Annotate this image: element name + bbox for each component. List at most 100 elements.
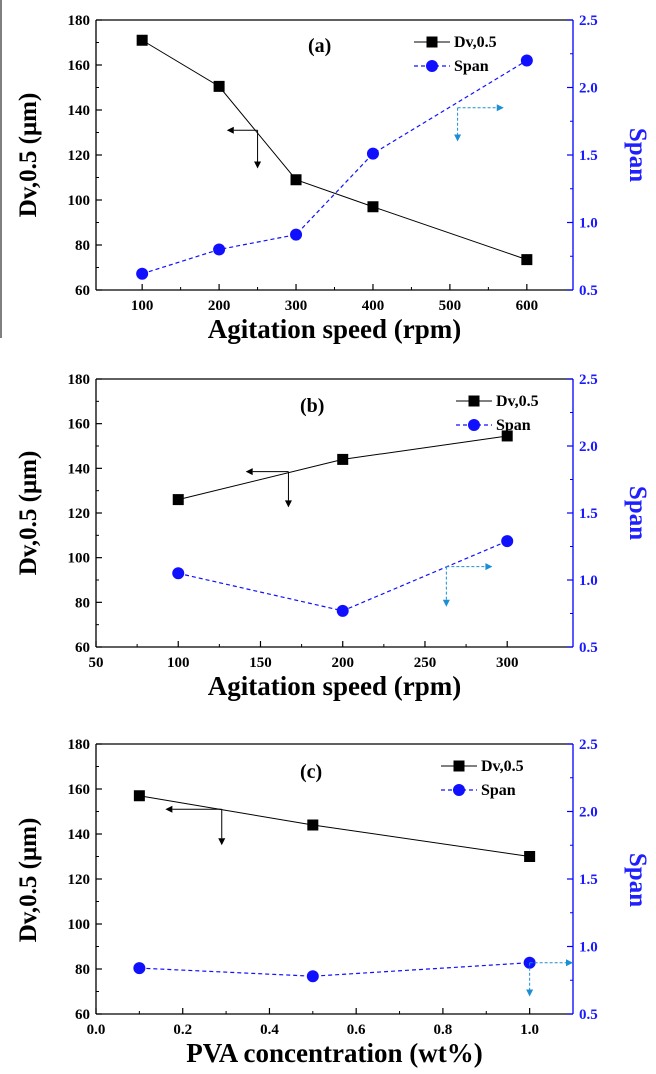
dv-point bbox=[133, 790, 145, 802]
x-tick-label: 200 bbox=[208, 298, 231, 314]
y2-tick-label: 0.5 bbox=[579, 640, 598, 656]
dv-series-line bbox=[139, 795, 530, 857]
span-series-line bbox=[178, 540, 508, 612]
y2-tick-label: 2.0 bbox=[579, 439, 598, 455]
legend-span-label: Span bbox=[496, 417, 531, 434]
y-tick-label: 80 bbox=[75, 238, 90, 254]
x-tick-label: 0.2 bbox=[173, 1022, 192, 1038]
y-tick-label: 140 bbox=[68, 461, 91, 477]
x-tick-label: 300 bbox=[285, 298, 308, 314]
span-point bbox=[501, 535, 514, 548]
legend-span-label: Span bbox=[454, 58, 489, 75]
y2-axis-title: Span bbox=[624, 128, 651, 182]
x-tick-label: 300 bbox=[496, 655, 519, 671]
y2-tick-label: 1.5 bbox=[579, 506, 598, 522]
y2-tick-label: 1.0 bbox=[579, 216, 598, 232]
x-tick-label: 600 bbox=[516, 298, 539, 314]
legend-dv-label: Dv,0.5 bbox=[454, 34, 497, 51]
span-point bbox=[213, 243, 226, 256]
y2-tick-label: 2.5 bbox=[579, 13, 598, 29]
dv-point bbox=[367, 201, 379, 213]
y-axis-title: Dv,0.5 (μm) bbox=[15, 818, 42, 943]
y-tick-label: 140 bbox=[68, 827, 91, 843]
x-axis-title: Agitation speed (rpm) bbox=[208, 314, 461, 344]
down-arrow-head-blue bbox=[454, 134, 462, 142]
y-tick-label: 160 bbox=[68, 58, 91, 74]
span-point bbox=[172, 567, 185, 580]
dv-series-line bbox=[178, 435, 508, 501]
y-axis-title: Dv,0.5 (μm) bbox=[15, 451, 42, 576]
span-point bbox=[520, 54, 533, 67]
x-axis-title: PVA concentration (wt%) bbox=[186, 1038, 482, 1068]
y2-tick-label: 2.0 bbox=[579, 805, 598, 821]
y-tick-label: 180 bbox=[68, 737, 91, 753]
x-tick-label: 0.6 bbox=[347, 1022, 366, 1038]
left-arrow-head bbox=[245, 468, 253, 476]
y2-tick-label: 1.0 bbox=[579, 573, 598, 589]
y-axis-title: Dv,0.5 (μm) bbox=[15, 93, 42, 218]
y-tick-label: 100 bbox=[68, 193, 91, 209]
y2-tick-label: 0.5 bbox=[579, 283, 598, 299]
right-arrow-head bbox=[485, 563, 493, 571]
span-point bbox=[133, 962, 146, 975]
y-tick-label: 60 bbox=[75, 640, 90, 656]
panel-label: (a) bbox=[308, 35, 331, 57]
y-tick-label: 160 bbox=[68, 782, 91, 798]
dv-point bbox=[524, 851, 536, 862]
y2-tick-label: 0.5 bbox=[579, 1007, 598, 1023]
legend-dv-marker bbox=[453, 760, 465, 772]
y-tick-label: 140 bbox=[68, 103, 91, 119]
legend-span-marker bbox=[426, 60, 438, 72]
x-axis-title: Agitation speed (rpm) bbox=[208, 671, 461, 701]
y2-axis-title: Span bbox=[624, 486, 651, 540]
dv-point bbox=[307, 819, 319, 831]
y-tick-label: 80 bbox=[75, 595, 90, 611]
y-tick-label: 100 bbox=[68, 917, 91, 933]
dv-point bbox=[213, 80, 225, 92]
x-tick-label: 250 bbox=[414, 655, 437, 671]
y2-tick-label: 1.5 bbox=[579, 872, 598, 888]
x-tick-label: 0.4 bbox=[260, 1022, 279, 1038]
down-arrow-head bbox=[254, 161, 262, 169]
span-point bbox=[306, 970, 319, 983]
span-series-line bbox=[139, 962, 530, 977]
legend-span-marker bbox=[468, 419, 480, 431]
dv-point bbox=[172, 494, 184, 506]
dv-point bbox=[501, 430, 513, 442]
span-point bbox=[136, 267, 149, 280]
left-arrow-head bbox=[165, 805, 173, 813]
y2-tick-label: 1.5 bbox=[579, 148, 598, 164]
y2-tick-label: 1.0 bbox=[579, 940, 598, 956]
dv-point bbox=[290, 174, 302, 186]
panel-label: (c) bbox=[300, 761, 322, 783]
panel-c: 0.0 0.2 0.4 0.6 0.8 1.0 60 80 100 120 140 160 180 0.5… bbox=[15, 737, 651, 1068]
y-tick-label: 100 bbox=[68, 551, 91, 567]
dv-point bbox=[136, 34, 148, 46]
x-tick-label: 0.0 bbox=[87, 1022, 106, 1038]
y2-tick-label: 2.0 bbox=[579, 81, 598, 97]
x-tick-label: 100 bbox=[167, 655, 190, 671]
span-series-line bbox=[141, 59, 528, 275]
legend-dv-marker bbox=[468, 395, 480, 407]
span-point bbox=[366, 147, 379, 160]
panel-label: (b) bbox=[300, 395, 324, 417]
y-tick-label: 80 bbox=[75, 962, 90, 978]
x-tick-label: 150 bbox=[249, 655, 272, 671]
right-arrow-head bbox=[566, 959, 573, 967]
down-arrow-head-blue bbox=[442, 599, 450, 607]
panel-b: 50 100 150 200 250 300 60 80 100 120 140 160 180 0.5 1… bbox=[15, 372, 651, 701]
legend-span-marker bbox=[453, 784, 465, 796]
x-tick-label: 50 bbox=[89, 655, 104, 671]
legend: Dv,0.5 Span bbox=[441, 758, 524, 799]
y2-tick-label: 2.5 bbox=[579, 737, 598, 753]
span-point bbox=[336, 604, 349, 617]
y2-tick-label: 2.5 bbox=[579, 372, 598, 388]
x-tick-label: 400 bbox=[362, 298, 385, 314]
legend: Dv,0.5 Span bbox=[456, 393, 539, 434]
legend: Dv,0.5 Span bbox=[414, 34, 497, 75]
legend-dv-label: Dv,0.5 bbox=[496, 393, 539, 410]
dv-point bbox=[337, 453, 349, 465]
dv-point bbox=[521, 254, 533, 266]
x-tick-label: 0.8 bbox=[434, 1022, 453, 1038]
